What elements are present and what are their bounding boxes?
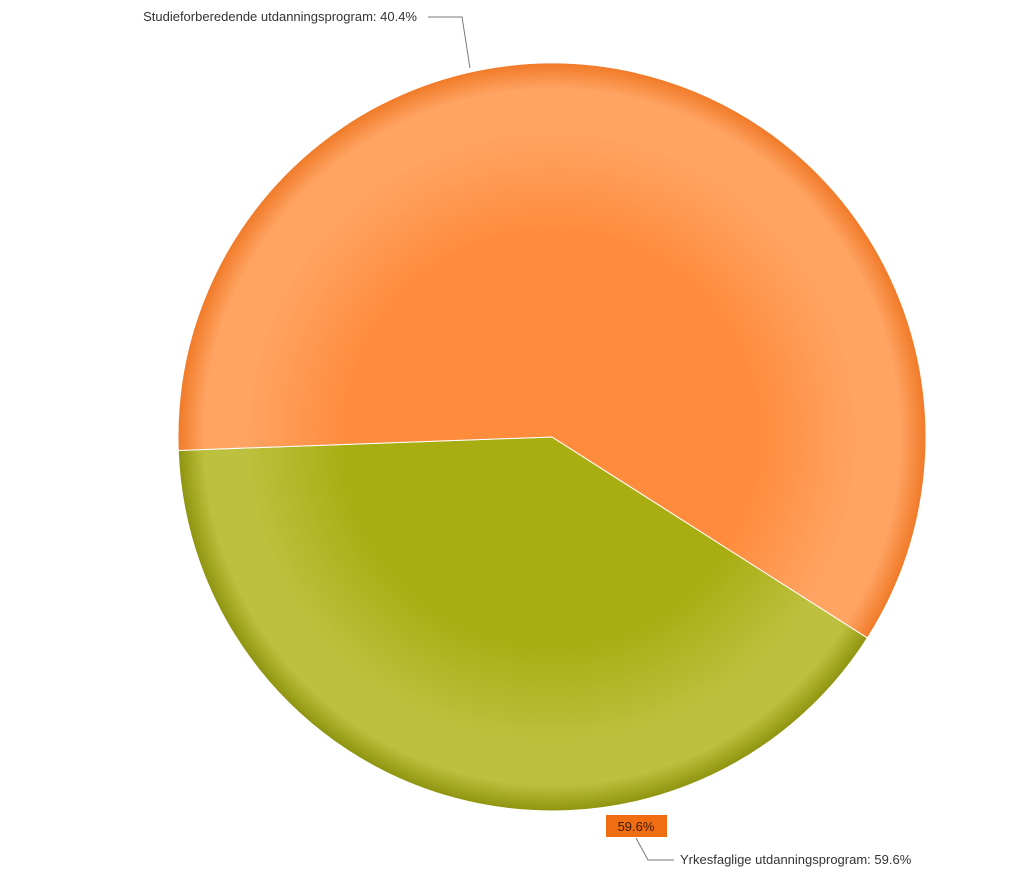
slice-labels: Studieforberedende utdanningsprogram: 40… [143, 9, 912, 867]
pie-slice-yrkesfaglige[interactable] [177, 62, 927, 639]
leader-line-studieforberedende [428, 16, 471, 69]
leader-line-yrkesfaglige [635, 837, 674, 861]
slice-label-studieforberedende: Studieforberedende utdanningsprogram: 40… [143, 9, 417, 24]
pie-slice-studieforberedende[interactable] [177, 436, 869, 812]
slice-label-yrkesfaglige: Yrkesfaglige utdanningsprogram: 59.6% [680, 852, 912, 867]
hover-badge-background [606, 815, 667, 837]
pie-slices [177, 62, 927, 812]
hover-badge-value: 59.6% [618, 819, 655, 834]
